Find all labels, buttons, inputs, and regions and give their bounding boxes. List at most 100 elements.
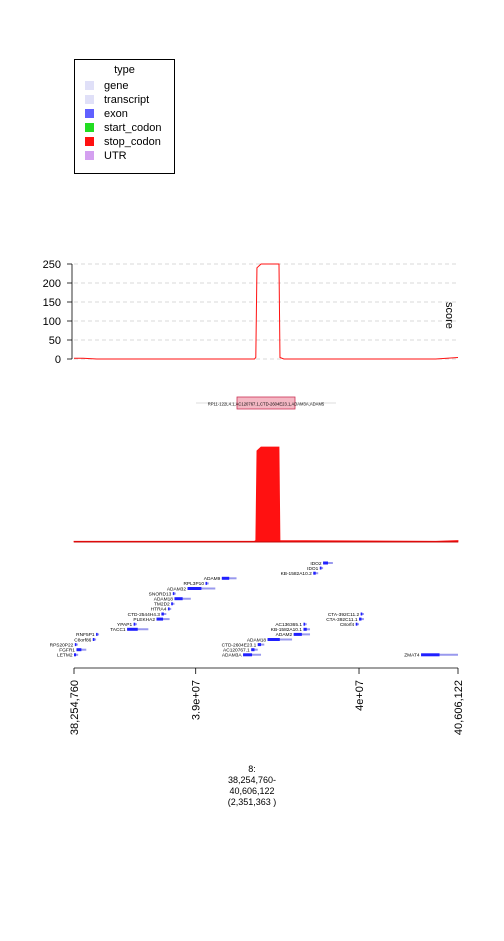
gene-exon-4 [205, 581, 208, 585]
gene-exon-22 [303, 622, 306, 626]
legend-swatch [85, 81, 94, 90]
y-tick-label: 250 [43, 259, 61, 271]
x-tick-label: 40,606,122 [453, 680, 465, 735]
legend-item-gene: gene [85, 79, 128, 93]
legend-swatch [85, 109, 94, 118]
coverage-area [73, 446, 459, 543]
gene-exon-6 [172, 592, 175, 596]
gene-label-29: ZMAT4 [404, 653, 420, 659]
score-series-line [74, 263, 459, 360]
gene-exon-2 [313, 571, 316, 575]
location-end: 40,606,122 [229, 786, 275, 796]
gene-exon-5 [187, 587, 202, 590]
gene-label-15: C8orf86 [74, 637, 91, 643]
gene-exon-21 [355, 622, 358, 626]
legend: type gene transcript exon start_codon st… [74, 59, 175, 174]
gene-exon-25 [267, 638, 280, 641]
y-tick-label: 100 [43, 316, 61, 328]
gene-label-4: RPL3P10 [183, 581, 204, 587]
gene-label-12: YPAP1 [117, 622, 132, 628]
gene-exon-13 [127, 627, 138, 631]
gene-label-14: RNF5P1 [76, 632, 95, 638]
gene-label-24: ADAM2 [276, 632, 293, 638]
gene-label-16: RPS20P22 [50, 642, 74, 648]
gene-label-28: ADAM3A [222, 653, 243, 659]
gene-exon-24 [293, 632, 302, 636]
gene-label-7: ADAM18 [154, 597, 174, 603]
x-tick-label: 3.9e+07 [191, 680, 203, 720]
gene-exon-23 [303, 627, 307, 631]
gene-exon-19 [360, 612, 363, 616]
gene-label-13: TACC1 [110, 627, 126, 633]
gene-exon-10 [161, 612, 164, 616]
y-tick-label: 150 [43, 297, 61, 309]
y-tick-label: 200 [43, 278, 61, 290]
legend-item-stop-codon: stop_codon [85, 135, 161, 149]
gene-label-3: ADAM9 [204, 576, 221, 582]
gene-label-11: PLEKHA2 [133, 617, 155, 623]
x-tick-label: 38,254,760 [69, 680, 81, 735]
gene-label-26: CTD-2604E23.1 [222, 642, 257, 648]
legend-item-exon: exon [85, 107, 128, 121]
legend-swatch [85, 123, 94, 132]
gene-label-2: KB-1582A10.2 [281, 571, 313, 577]
legend-item-start-codon: start_codon [85, 121, 161, 135]
y-axis-label: score [443, 302, 455, 329]
gene-label-8: TM2D2 [154, 602, 170, 608]
legend-item-transcript: transcript [85, 93, 149, 107]
legend-label: gene [104, 80, 129, 92]
legend-label: stop_codon [104, 136, 161, 148]
gene-exon-16 [74, 643, 77, 647]
location-chrom: 8: [248, 764, 256, 774]
gene-label-1: IDO1 [307, 566, 319, 572]
legend-label: transcript [104, 94, 150, 106]
y-tick-label: 50 [49, 335, 61, 347]
legend-label: exon [104, 108, 128, 120]
gene-exon-14 [96, 632, 98, 636]
gene-exon-15 [92, 638, 95, 641]
gene-label-19: CTA-392C11.2 [328, 612, 360, 618]
legend-label: UTR [104, 150, 127, 162]
gene-exon-28 [243, 653, 253, 657]
gene-label-18: LETM2 [57, 653, 73, 659]
gene-label-23: KB-1582A10.1 [271, 627, 303, 633]
gene-label-27: AC120767.1 [223, 648, 250, 654]
gene-exon-27 [251, 648, 255, 652]
gene-label-22: AC136365.1 [275, 622, 302, 628]
y-tick-label: 0 [55, 354, 61, 366]
gene-exon-12 [133, 622, 136, 626]
gene-exon-8 [171, 602, 173, 606]
gene-exon-29 [421, 653, 440, 657]
gene-exon-26 [257, 643, 262, 647]
gene-label-10: CTD-2544H4.3 [128, 612, 161, 618]
gene-label-5: ADAM32 [167, 586, 187, 592]
gene-label-20: CTA-392C11.1 [326, 617, 358, 623]
gene-exon-0 [323, 561, 328, 565]
gene-exon-1 [319, 566, 322, 570]
x-tick-label: 4e+07 [354, 680, 366, 711]
legend-item-utr: UTR [85, 149, 127, 163]
legend-title: type [114, 64, 135, 76]
location-width: (2,351,363 ) [227, 797, 277, 807]
gene-exon-9 [167, 607, 170, 611]
legend-swatch [85, 151, 94, 160]
gene-exon-17 [76, 648, 82, 652]
gene-label-0: IDO2 [310, 561, 322, 567]
legend-swatch [85, 95, 94, 104]
legend-label: start_codon [104, 122, 162, 134]
location-start: 38,254,760- [227, 775, 277, 785]
gene-label-17: FGFR1 [59, 648, 75, 654]
gene-label-6: SNORD13 [149, 591, 172, 597]
ideogram-label: RP11-122L4.1,AC120767.1,CTD-2604E23.1,AD… [208, 402, 325, 407]
gene-exon-18 [74, 653, 77, 657]
ideogram-highlight [236, 396, 296, 410]
gene-label-21: C8orf4 [340, 622, 355, 628]
gene-exon-11 [156, 617, 164, 621]
gene-exon-7 [174, 597, 183, 601]
gene-label-25: ADAM18 [247, 637, 267, 643]
gene-exon-3 [221, 576, 230, 580]
gene-exon-20 [359, 617, 362, 621]
gene-label-9: HTRA4 [151, 607, 167, 613]
